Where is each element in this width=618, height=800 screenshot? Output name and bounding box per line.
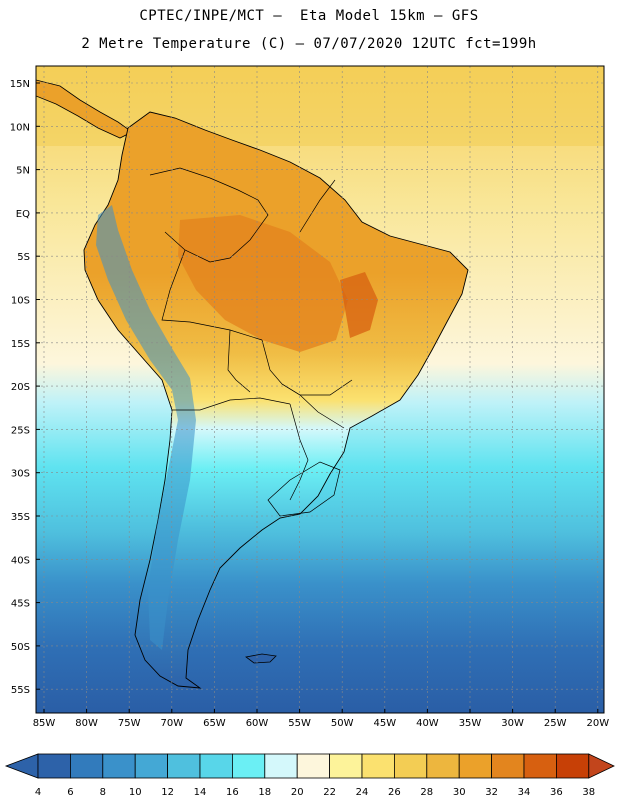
colorbar-swatch — [37, 753, 71, 779]
colorbar-swatch — [231, 753, 266, 779]
colorbar-swatch — [458, 753, 493, 779]
lat-label-35s: 35S — [11, 512, 30, 523]
lon-label-65w: 65W — [203, 718, 226, 729]
andes-cold-strip — [96, 205, 196, 650]
colorbar-swatch — [199, 753, 233, 779]
hot-region-east — [340, 272, 378, 338]
lon-label-35w: 35W — [459, 718, 482, 729]
colorbar-swatch — [523, 753, 557, 779]
colorbar-swatch — [491, 753, 525, 779]
lat-label-40s: 40S — [11, 555, 30, 566]
colorbar-swatch — [296, 753, 331, 779]
lat-label-15n: 15N — [10, 79, 30, 90]
lon-label-50w: 50W — [331, 718, 354, 729]
colorbar-label: 10 — [129, 787, 142, 798]
country-borders — [149, 167, 353, 517]
colorbar-swatch — [102, 753, 136, 779]
lat-label-eq: EQ — [16, 209, 30, 220]
colorbar-label: 8 — [100, 787, 106, 798]
lat-label-30s: 30S — [11, 469, 30, 480]
lat-label-5n: 5N — [16, 166, 30, 177]
map-frame — [35, 65, 605, 714]
colorbar-swatch — [264, 753, 298, 779]
colorbar-swatch — [393, 753, 428, 779]
colorbar-swatch — [361, 753, 395, 779]
lon-label-30w: 30W — [501, 718, 524, 729]
colorbar-label: 12 — [161, 787, 174, 798]
longitude-labels: 85W 80W 75W 70W 65W 60W 55W 50W 45W 40W 35W 30W 25W 2… — [33, 709, 609, 729]
colorbar-label: 26 — [388, 787, 401, 798]
lat-label-5s: 5S — [17, 252, 30, 263]
lon-label-20w: 20W — [586, 718, 609, 729]
map-title-line2: 2 Metre Temperature (C) – 07/07/2020 12U… — [81, 36, 537, 52]
lat-label-10s: 10S — [11, 296, 30, 307]
lat-label-50s: 50S — [11, 642, 30, 653]
lat-label-45s: 45S — [11, 599, 30, 610]
colorbar-label: 22 — [323, 787, 336, 798]
lon-label-45w: 45W — [373, 718, 396, 729]
lon-label-60w: 60W — [246, 718, 269, 729]
colorbar-swatch — [167, 753, 201, 779]
colorbar-label: 16 — [226, 787, 239, 798]
colorbar — [4, 753, 615, 779]
colorbar-swatch — [426, 753, 460, 779]
colorbar-label: 36 — [550, 787, 563, 798]
colorbar-label: 6 — [67, 787, 73, 798]
colorbar-low-arrow — [4, 753, 39, 779]
colorbar-label: 4 — [35, 787, 41, 798]
colorbar-labels: 4 6 8 10 12 14 16 18 20 22 24 26 28 30 32 34 36 38 — [35, 787, 595, 798]
colorbar-swatch — [329, 753, 363, 779]
colorbar-label: 20 — [291, 787, 304, 798]
hot-interior-region — [178, 215, 348, 352]
lat-label-20s: 20S — [11, 382, 30, 393]
colorbar-label: 32 — [485, 787, 498, 798]
colorbar-high-arrow — [588, 753, 615, 779]
colorbar-label: 30 — [453, 787, 466, 798]
lat-label-55s: 55S — [11, 685, 30, 696]
lat-label-10n: 10N — [10, 122, 30, 133]
colorbar-label: 28 — [420, 787, 433, 798]
lon-label-55w: 55W — [288, 718, 311, 729]
lat-label-15s: 15S — [11, 339, 30, 350]
falkland-islands — [245, 653, 277, 664]
lon-label-85w: 85W — [33, 718, 56, 729]
colorbar-label: 24 — [356, 787, 369, 798]
lon-label-25w: 25W — [544, 718, 567, 729]
latitude-labels: 15N 10N 5N EQ 5S 10S 15S 20S 25S 30S 35S 40S 45S 50S 5… — [10, 79, 40, 696]
lon-label-40w: 40W — [416, 718, 439, 729]
colorbar-label: 34 — [518, 787, 531, 798]
colorbar-swatch — [556, 753, 590, 779]
colorbar-label: 38 — [582, 787, 595, 798]
map-title-line1: CPTEC/INPE/MCT – Eta Model 15km – GFS — [139, 8, 479, 24]
lon-label-70w: 70W — [160, 718, 183, 729]
lat-label-25s: 25S — [11, 425, 30, 436]
colorbar-swatch — [70, 753, 104, 779]
colorbar-label: 18 — [258, 787, 271, 798]
colorbar-label: 14 — [194, 787, 207, 798]
lon-label-80w: 80W — [75, 718, 98, 729]
lon-label-75w: 75W — [118, 718, 141, 729]
colorbar-swatch — [134, 753, 168, 779]
